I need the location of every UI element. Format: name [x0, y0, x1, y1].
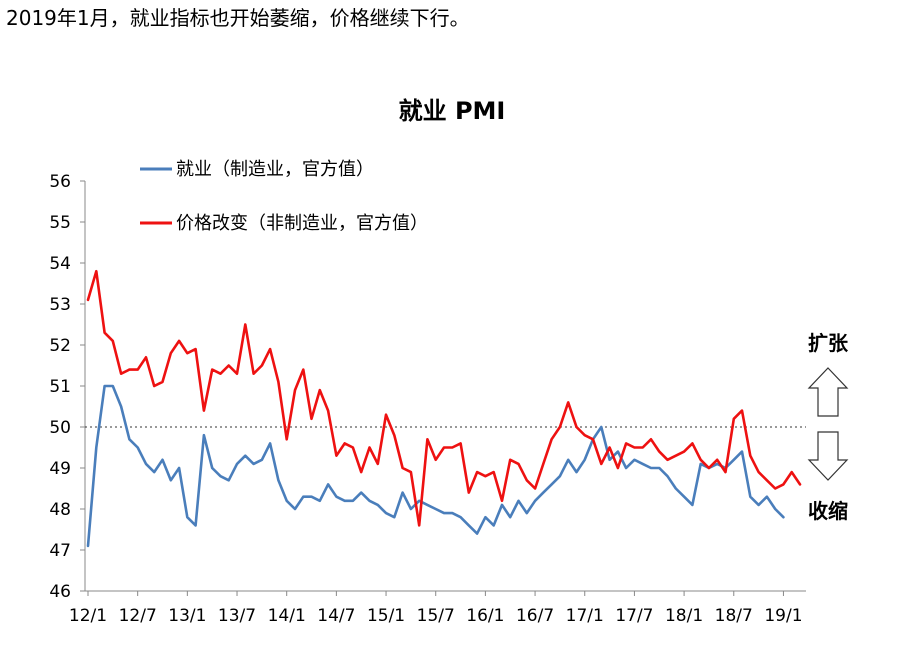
- arrow-down-icon: [807, 431, 849, 481]
- legend-label-price: 价格改变（非制造业，官方值）: [176, 213, 428, 234]
- chart-title: 就业 PMI: [399, 97, 506, 125]
- y-axis-ticks: 46 47 48 49 50 51 52 53 54 55 56: [49, 172, 85, 602]
- series-lines: [86, 269, 802, 548]
- y-tick-label: 53: [49, 295, 71, 315]
- contraction-label: 收缩: [808, 499, 848, 523]
- x-tick-label: 16/7: [516, 606, 554, 626]
- expansion-label: 扩张: [808, 331, 849, 355]
- y-tick-label: 47: [49, 541, 71, 561]
- legend: 就业（制造业，官方值） 价格改变（非制造业，官方值）: [140, 159, 428, 234]
- caption-text: 2019年1月，就业指标也开始萎缩，价格继续下行。: [6, 6, 470, 30]
- x-tick-label: 19/1: [764, 606, 802, 626]
- y-tick-label: 50: [49, 418, 71, 438]
- x-tick-label: 13/1: [168, 606, 206, 626]
- y-tick-label: 56: [49, 172, 71, 192]
- y-tick-label: 49: [49, 459, 71, 479]
- x-tick-label: 15/1: [367, 606, 405, 626]
- legend-label-employment: 就业（制造业，官方值）: [176, 159, 374, 180]
- x-tick-label: 18/7: [715, 606, 753, 626]
- x-axis-ticks: 12/1 12/7 13/1 13/7 14/1 14/7 15/1 15/7 16/1 16/7…: [69, 591, 803, 626]
- x-tick-label: 14/1: [268, 606, 306, 626]
- y-tick-label: 51: [49, 377, 71, 397]
- y-tick-label: 48: [49, 500, 71, 520]
- y-tick-label: 54: [49, 254, 71, 274]
- x-tick-label: 17/7: [615, 606, 653, 626]
- y-tick-label: 52: [49, 336, 71, 356]
- x-tick-label: 18/1: [665, 606, 703, 626]
- x-tick-label: 12/1: [69, 606, 107, 626]
- x-tick-label: 13/7: [218, 606, 256, 626]
- x-tick-label: 12/7: [119, 606, 157, 626]
- y-tick-label: 55: [49, 213, 71, 233]
- y-tick-label: 46: [49, 582, 71, 602]
- series-line-price: [86, 269, 802, 527]
- x-tick-label: 15/7: [417, 606, 455, 626]
- arrow-up-icon: [807, 367, 849, 417]
- x-tick-label: 16/1: [466, 606, 504, 626]
- series-line-employment: [86, 384, 785, 548]
- x-tick-label: 14/7: [317, 606, 355, 626]
- x-tick-label: 17/1: [566, 606, 604, 626]
